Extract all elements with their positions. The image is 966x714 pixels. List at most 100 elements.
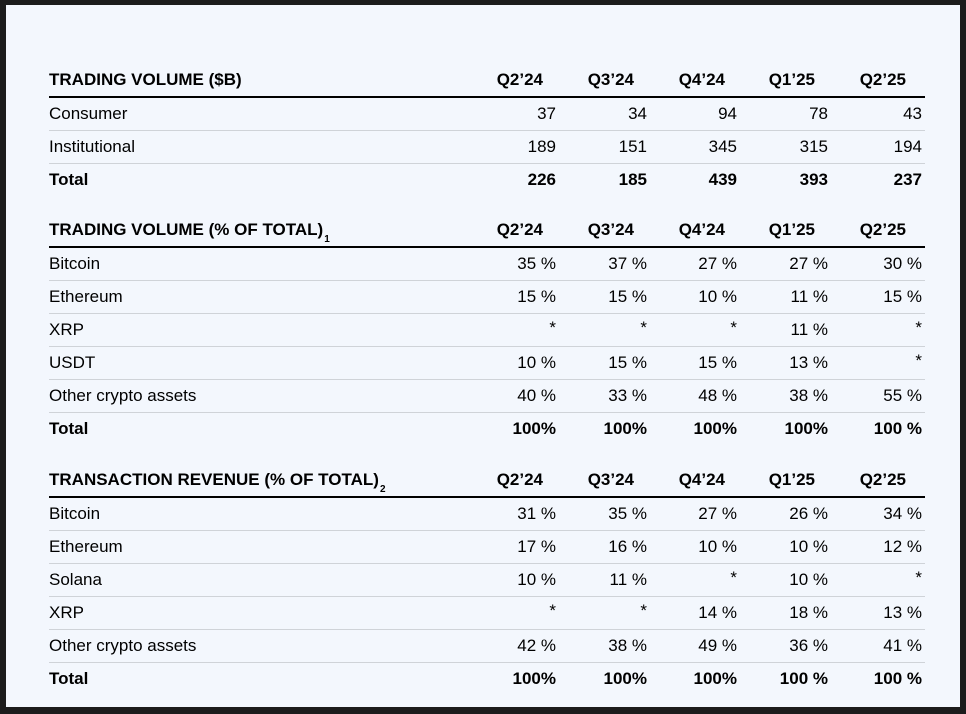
table-cell: 189 [527, 137, 556, 156]
table-cell: 11 % [790, 320, 829, 339]
row-label: Institutional [49, 137, 135, 156]
column-header: Q4’24 [678, 220, 725, 239]
column-header: Q4’24 [678, 70, 725, 89]
asterisk-marker: * [915, 351, 922, 370]
table-cell: 36 % [789, 636, 828, 655]
table-cell: * [640, 597, 647, 629]
trading-volume-pct-table: TRADING VOLUME (% OF TOTAL) 1 Q2’24 Q3’24 Q4… [49, 211, 925, 445]
table-cell: 78 [809, 104, 828, 123]
table-cell: 11 % [609, 570, 648, 589]
table-title-text: TRADING VOLUME ($B) [49, 70, 242, 89]
table-cell: 16 % [608, 537, 647, 556]
table-cell: 15 % [517, 287, 556, 306]
table-cell: 10 % [789, 570, 828, 589]
table-cell: 100% [512, 419, 556, 438]
table-cell: 10 % [698, 537, 737, 556]
column-header: Q2’25 [859, 470, 906, 489]
table-cell: 18 % [789, 603, 828, 622]
table-cell: 27 % [698, 254, 737, 273]
row-label: Solana [49, 570, 102, 589]
document-page: TRADING VOLUME ($B) Q2’24 Q3’24 Q4’24 Q1’25 Q… [6, 5, 960, 707]
table-header-row: TRADING VOLUME (% OF TOTAL) 1 Q2’24 Q3’24 Q4… [49, 211, 925, 248]
row-label: XRP [49, 603, 84, 622]
table-title: TRANSACTION REVENUE (% OF TOTAL) 2 [49, 470, 386, 495]
table-cell: 15 % [608, 353, 647, 372]
table-row: Ethereum 17 % 16 % 10 % 10 % 12 % [49, 531, 925, 564]
table-cell: 100 % [873, 419, 922, 438]
asterisk-marker: * [640, 601, 647, 620]
table-row: Bitcoin 31 % 35 % 27 % 26 % 34 % [49, 498, 925, 531]
table-row: Consumer 37 34 94 78 43 [49, 98, 925, 131]
table-title-text: TRADING VOLUME (% OF TOTAL) [49, 220, 324, 239]
table-cell: 38 % [608, 636, 647, 655]
column-header: Q2’24 [496, 470, 543, 489]
row-label: Bitcoin [49, 504, 101, 523]
table-cell: 151 [618, 137, 647, 156]
asterisk-marker: * [549, 601, 556, 620]
table-cell: 315 [799, 137, 828, 156]
row-label: Other crypto assets [49, 636, 197, 655]
table-cell: 237 [893, 170, 922, 189]
table-cell: 13 % [789, 353, 828, 372]
table-cell: 35 % [517, 254, 556, 273]
table-cell: 100% [512, 669, 556, 688]
asterisk-marker: * [640, 318, 647, 337]
column-header: Q4’24 [678, 470, 725, 489]
asterisk-marker: * [915, 568, 922, 587]
table-cell: 49 % [698, 636, 737, 655]
row-label: Ethereum [49, 537, 123, 556]
column-header: Q1’25 [768, 220, 815, 239]
column-header: Q2’25 [859, 220, 906, 239]
column-header: Q1’25 [768, 70, 815, 89]
row-label: Total [49, 170, 89, 189]
table-cell: 33 % [608, 386, 647, 405]
table-cell: 48 % [698, 386, 737, 405]
table-cell: * [549, 314, 556, 346]
table-cell: 26 % [789, 504, 828, 523]
table-cell: 393 [799, 170, 828, 189]
table-cell: * [915, 314, 922, 346]
table-cell: 12 % [883, 537, 922, 556]
row-label: Ethereum [49, 287, 123, 306]
table-cell: * [730, 314, 737, 346]
table-cell: 40 % [517, 386, 556, 405]
table-cell: 345 [708, 137, 737, 156]
table-row: USDT 10 % 15 % 15 % 13 % * [49, 347, 925, 380]
table-row: XRP * * 14 % 18 % 13 % [49, 597, 925, 630]
row-label: Bitcoin [49, 254, 101, 273]
table-cell: 15 % [883, 287, 922, 306]
table-cell: 10 % [789, 537, 828, 556]
table-cell: 35 % [608, 504, 647, 523]
table-row: Other crypto assets 42 % 38 % 49 % 36 % 41 % [49, 630, 925, 663]
table-cell: 37 % [608, 254, 647, 273]
table-cell: 185 [618, 170, 647, 189]
table-cell: * [549, 597, 556, 629]
row-label: Other crypto assets [49, 386, 197, 405]
table-header-row: TRANSACTION REVENUE (% OF TOTAL) 2 Q2’24 Q3… [49, 461, 925, 498]
table-row: Institutional 189 151 345 315 194 [49, 131, 925, 164]
table-cell: 17 % [517, 537, 556, 556]
column-header: Q2’24 [496, 220, 543, 239]
column-header: Q2’25 [859, 70, 906, 89]
table-cell: 100% [784, 419, 828, 438]
table-cell: * [915, 347, 922, 379]
table-title-text: TRANSACTION REVENUE (% OF TOTAL) [49, 470, 379, 489]
table-cell: * [915, 564, 922, 596]
row-label: USDT [49, 353, 96, 372]
table-cell: 11 % [790, 287, 829, 306]
table-cell: 15 % [698, 353, 737, 372]
table-cell: * [640, 314, 647, 346]
column-header: Q3’24 [587, 470, 634, 489]
table-cell: 13 % [883, 603, 922, 622]
table-cell: 100% [693, 419, 737, 438]
transaction-revenue-pct-table: TRANSACTION REVENUE (% OF TOTAL) 2 Q2’24 Q3… [49, 461, 925, 695]
table-cell: 42 % [517, 636, 556, 655]
table-cell: 100 % [873, 669, 922, 688]
table-cell: 194 [893, 137, 922, 156]
table-cell: 10 % [517, 570, 556, 589]
total-row: Total 100% 100% 100% 100% 100 % [49, 413, 925, 445]
table-row: Bitcoin 35 % 37 % 27 % 27 % 30 % [49, 248, 925, 281]
table-title: TRADING VOLUME ($B) [49, 61, 242, 96]
total-row: Total 226 185 439 393 237 [49, 164, 925, 196]
table-row: Solana 10 % 11 % * 10 % * [49, 564, 925, 597]
